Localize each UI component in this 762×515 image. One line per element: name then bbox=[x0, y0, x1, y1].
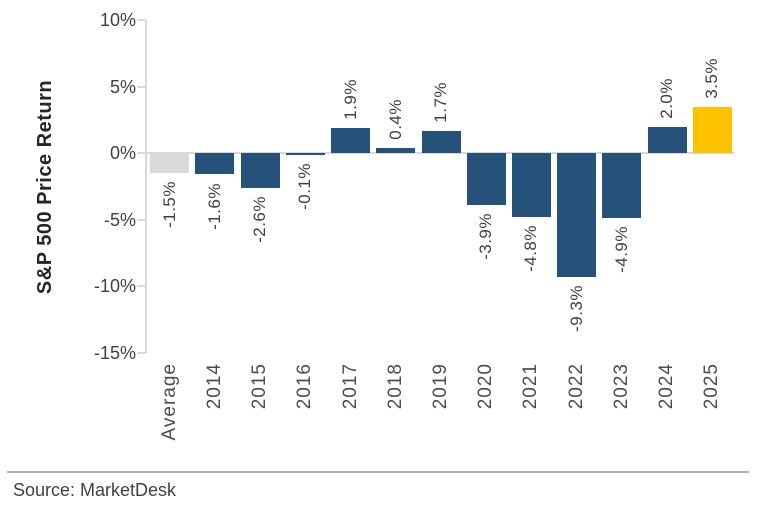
bar-value-label: -2.6% bbox=[250, 195, 270, 243]
bar-2025 bbox=[692, 106, 732, 154]
y-tick-label: -5% bbox=[103, 209, 136, 230]
bar-value-label: 2.0% bbox=[657, 77, 677, 119]
bar-2015 bbox=[240, 153, 280, 188]
x-tick-label: 2022 bbox=[565, 363, 587, 410]
bar-value-label: 1.7% bbox=[431, 81, 450, 123]
bar-2023 bbox=[602, 153, 642, 219]
bar-2016 bbox=[285, 153, 325, 155]
y-tick-mark bbox=[137, 152, 145, 155]
bar-2022 bbox=[557, 153, 597, 278]
y-axis-line bbox=[145, 20, 147, 353]
bar-2020 bbox=[466, 153, 506, 206]
y-tick-label: 5% bbox=[109, 76, 136, 97]
y-tick-mark bbox=[137, 19, 145, 21]
x-tick-label: Average bbox=[158, 363, 180, 441]
x-tick-label: 2023 bbox=[610, 363, 632, 410]
bar-2019 bbox=[421, 130, 461, 154]
y-tick-mark bbox=[137, 285, 145, 288]
y-tick-label: -10% bbox=[93, 276, 136, 297]
y-tick-label: -15% bbox=[93, 343, 136, 363]
x-tick-label: 2015 bbox=[249, 363, 271, 410]
bar-2021 bbox=[511, 153, 551, 218]
x-tick-label: 2025 bbox=[701, 363, 723, 410]
y-tick-mark bbox=[137, 218, 145, 221]
x-tick-label: 2016 bbox=[294, 363, 316, 410]
bar-value-label: -9.3% bbox=[566, 285, 586, 332]
y-tick-mark bbox=[137, 352, 145, 354]
x-tick-label: 2024 bbox=[656, 363, 678, 410]
x-tick-label: 2020 bbox=[475, 363, 497, 410]
x-tick-label: 2018 bbox=[384, 363, 406, 410]
bar-value-label: -1.6% bbox=[204, 182, 224, 230]
bar-value-label: -4.8% bbox=[521, 225, 541, 273]
x-tick-label: 2014 bbox=[203, 363, 225, 410]
bar-value-label: -1.5% bbox=[159, 181, 179, 229]
x-tick-label: 2017 bbox=[339, 363, 361, 410]
y-tick-label: 10% bbox=[99, 10, 136, 30]
y-tick-mark bbox=[137, 85, 145, 88]
bar-value-label: -0.1% bbox=[295, 162, 315, 210]
bar-value-label: 0.4% bbox=[385, 99, 405, 140]
x-tick-label: 2019 bbox=[430, 363, 451, 410]
bar-value-label: -3.9% bbox=[476, 213, 496, 261]
y-tick-label: 0% bbox=[109, 143, 136, 164]
x-tick-label: 2021 bbox=[520, 363, 542, 410]
bar-2024 bbox=[647, 126, 687, 154]
bar-value-label: 3.5% bbox=[702, 57, 722, 99]
bar-value-label: -4.9% bbox=[611, 226, 631, 274]
zero-baseline bbox=[147, 152, 735, 155]
bar-value-label: 1.9% bbox=[340, 79, 360, 120]
y-axis-title: S&P 500 Price Return bbox=[34, 79, 56, 295]
bar-average bbox=[150, 153, 190, 174]
source-note: Source: MarketDesk bbox=[13, 480, 177, 500]
bar-2017 bbox=[331, 127, 371, 154]
source-divider bbox=[7, 471, 749, 473]
bar-2014 bbox=[195, 153, 235, 175]
bar-2018 bbox=[376, 147, 416, 154]
